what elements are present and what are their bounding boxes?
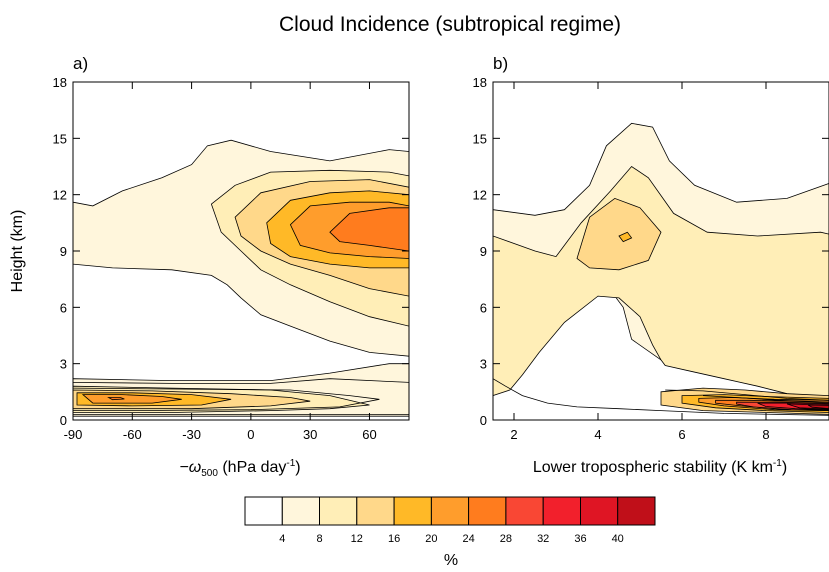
y-tick-label: 18 <box>473 75 487 90</box>
colorbar-swatch <box>356 496 395 526</box>
y-tick-label: 15 <box>473 131 487 146</box>
y-tick-label: 6 <box>480 300 487 315</box>
colorbar-tick-label: 40 <box>612 533 624 545</box>
contour-line-b-0 <box>493 378 829 416</box>
x-tick-label: -60 <box>123 427 142 442</box>
colorbar-swatch <box>505 496 544 526</box>
x-tick-label: -90 <box>64 427 83 442</box>
y-tick-label: 15 <box>53 131 67 146</box>
x-tick-label: 0 <box>247 427 254 442</box>
y-tick-label: 6 <box>60 300 67 315</box>
panel-b-x-axis-label: Lower tropospheric stability (K km-1) <box>533 458 787 476</box>
colorbar-tick-label: 32 <box>537 533 549 545</box>
x-tick-label: 60 <box>362 427 376 442</box>
panel-a-y-ticks: 0 3 6 9 12 15 18 <box>53 75 409 428</box>
contour-region-b-2 <box>576 197 662 271</box>
colorbar-swatch <box>542 496 582 526</box>
colorbar-tick-label: 16 <box>388 533 400 545</box>
x-label-b-sup: -1 <box>773 458 782 469</box>
colorbar-swatch <box>468 496 507 526</box>
x-tick-label: 4 <box>594 427 601 442</box>
contour-region-a-11 <box>107 397 125 401</box>
panel-b-x-ticks: 2 4 6 8 <box>510 82 770 442</box>
y-tick-label: 3 <box>60 357 67 372</box>
colorbar-tick-label: 28 <box>500 533 512 545</box>
colorbar-tick-label: 36 <box>574 533 586 545</box>
contour-line-a-1 <box>73 387 380 412</box>
x-label-b-end: ) <box>782 459 787 476</box>
x-label-sub: 500 <box>201 468 218 479</box>
colorbar-swatch <box>617 496 656 526</box>
x-label-mid: (hPa day <box>218 459 286 476</box>
y-tick-label: 9 <box>480 244 487 259</box>
contour-line-b-1 <box>665 389 829 401</box>
contour-region-b-11 <box>807 404 829 410</box>
x-label-sup: -1 <box>286 458 295 469</box>
colorbar-unit: % <box>444 552 458 567</box>
contour-region-a-10 <box>81 394 182 404</box>
y-tick-label: 9 <box>60 244 67 259</box>
colorbar-swatch <box>580 496 619 526</box>
y-tick-label: 3 <box>480 357 487 372</box>
colorbar-swatch <box>281 496 321 526</box>
chart-title: Cloud Incidence (subtropical regime) <box>279 13 621 36</box>
colorbar-tick-label: 4 <box>279 533 285 545</box>
y-axis-label: Height (km) <box>9 210 26 293</box>
panel-a: a) -90 -60 -30 0 30 60 0 3 6 9 12 15 18 Height (km)… <box>9 54 410 479</box>
contour-region-a-6 <box>329 207 409 252</box>
colorbar: 4 8 12 16 20 24 28 32 36 40 <box>244 496 656 545</box>
panel-a-label: a) <box>73 54 88 73</box>
panel-b: b) 2 4 6 8 0 3 6 9 12 15 18 Lower tropospheric st… <box>473 54 829 476</box>
colorbar-tick-label: 12 <box>351 533 363 545</box>
colorbar-swatch <box>319 496 358 526</box>
x-tick-label: -30 <box>182 427 201 442</box>
colorbar-tick-label: 24 <box>462 533 474 545</box>
y-tick-label: 0 <box>60 413 67 428</box>
x-tick-label: 2 <box>510 427 517 442</box>
colorbar-tick-label: 8 <box>316 533 322 545</box>
contour-region-b-1 <box>493 165 829 398</box>
panel-b-y-ticks: 0 3 6 9 12 15 18 <box>473 75 829 428</box>
x-tick-label: 8 <box>762 427 769 442</box>
x-tick-label: 6 <box>678 427 685 442</box>
x-label-end: ) <box>295 459 300 476</box>
colorbar-swatch <box>393 496 432 526</box>
y-tick-label: 0 <box>480 413 487 428</box>
y-tick-label: 12 <box>473 188 487 203</box>
panel-b-contour-lines <box>493 378 829 416</box>
x-label-omega: −ω <box>179 459 201 476</box>
contour-region-b-3 <box>618 231 633 243</box>
x-tick-label: 30 <box>303 427 317 442</box>
panel-b-label: b) <box>493 54 508 73</box>
colorbar-tick-label: 20 <box>425 533 437 545</box>
panel-a-x-ticks: -90 -60 -30 0 30 60 <box>64 82 377 442</box>
panel-b-contour-fills <box>493 122 829 415</box>
x-label-b-main: Lower tropospheric stability (K km <box>533 459 773 476</box>
contour-line-a-0 <box>73 378 409 384</box>
panel-a-contour-fills <box>73 139 409 417</box>
panel-a-x-axis-label: −ω500 (hPa day-1) <box>179 458 300 479</box>
y-tick-label: 18 <box>53 75 67 90</box>
y-tick-label: 12 <box>53 188 67 203</box>
colorbar-swatch <box>430 496 470 526</box>
contour-line-b-2 <box>702 395 829 403</box>
colorbar-swatch <box>244 496 283 526</box>
